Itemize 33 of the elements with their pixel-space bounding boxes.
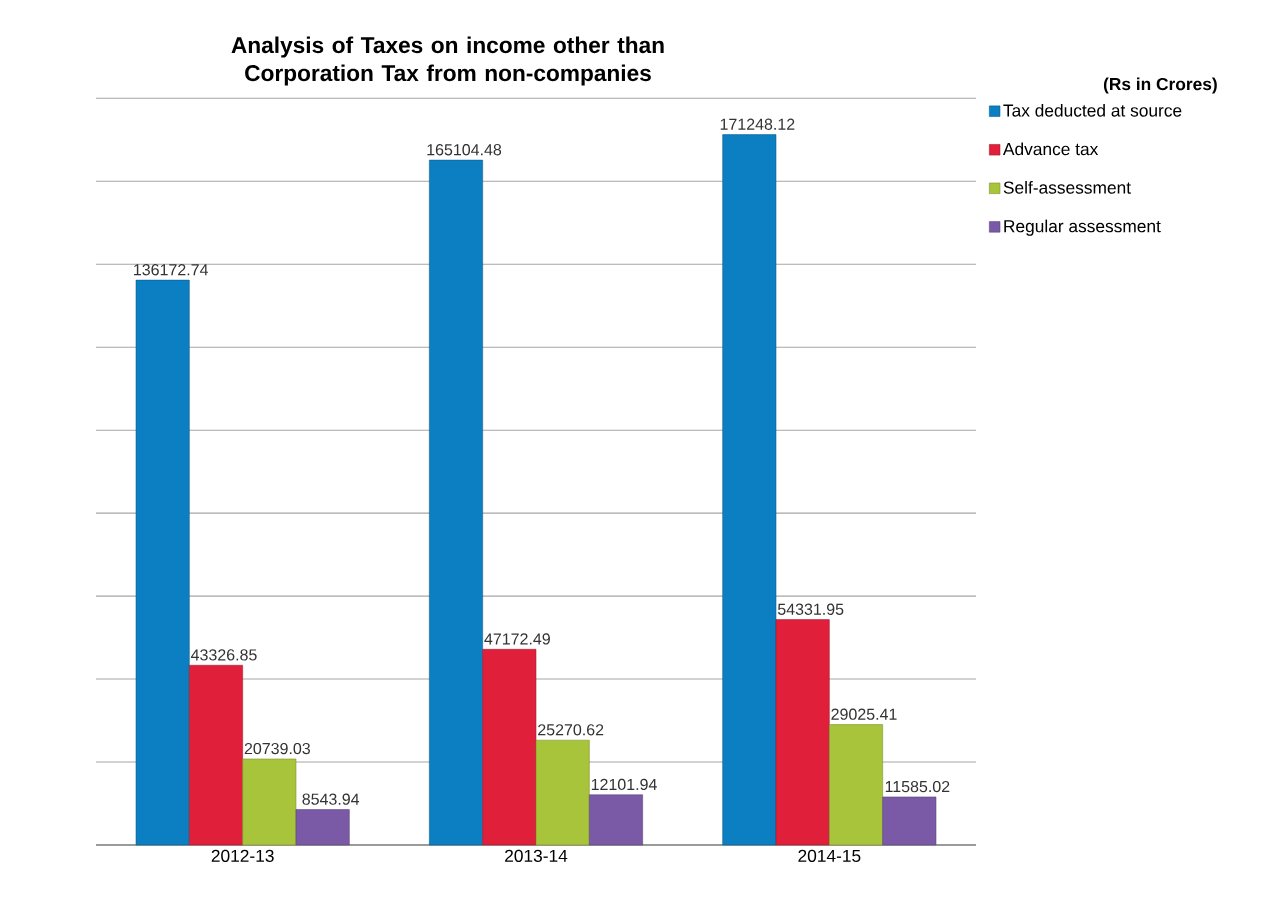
- bar: [482, 649, 537, 846]
- bar: [429, 159, 483, 846]
- bar: [535, 739, 590, 846]
- bar: [882, 796, 937, 846]
- data-label: 47172.49: [484, 633, 550, 645]
- data-label: 136172.74: [134, 264, 208, 276]
- data-label: 11585.02: [885, 780, 950, 793]
- data-label: 8543.94: [302, 793, 360, 805]
- legend-label: Advance tax: [1002, 142, 1099, 156]
- bar: [295, 809, 350, 846]
- x-tick-label: 2014-15: [798, 849, 861, 862]
- bar: [135, 279, 190, 846]
- data-label: 25270.62: [538, 724, 604, 736]
- bar: [722, 134, 777, 846]
- bar: [775, 619, 830, 846]
- bar: [589, 794, 643, 846]
- legend-label: Tax deducted at source: [1003, 103, 1182, 117]
- chart-title: Analysis of Taxes on income other than Corporation Tax from non-companies: [231, 36, 664, 86]
- bar: [829, 724, 883, 846]
- data-label: 171248.12: [720, 118, 795, 130]
- data-label: 20739.03: [244, 742, 310, 755]
- data-label: 54331.95: [777, 603, 844, 615]
- bar: [189, 664, 243, 846]
- legend-label: Regular assessment: [1004, 219, 1161, 236]
- data-label: 43326.85: [191, 649, 257, 661]
- bar: [242, 758, 297, 846]
- text: (Rs in Crores): [1103, 77, 1217, 94]
- legend-label: Self-assessment: [1003, 181, 1131, 194]
- x-tick-label: 2012-13: [211, 849, 274, 862]
- data-label: 165104.48: [427, 144, 502, 156]
- x-tick-label: 2013-14: [505, 849, 568, 862]
- data-label: 29025.41: [831, 708, 897, 720]
- data-label: 12101.94: [591, 778, 657, 791]
